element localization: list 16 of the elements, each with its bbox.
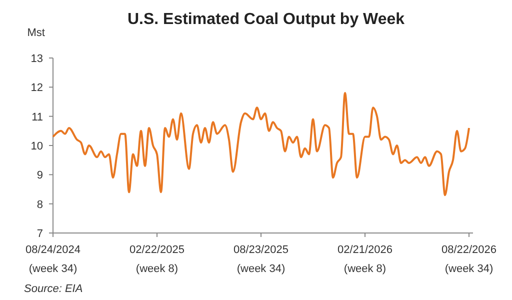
source-note: Source: EIA	[24, 283, 83, 295]
x-tick-label: 08/22/2026 (week 34)	[441, 244, 497, 275]
line-series	[52, 92, 470, 196]
y-tick-label: 8	[36, 198, 43, 211]
y-tick-label: 11	[32, 111, 43, 124]
y-tick-label: 10	[30, 140, 43, 152]
y-tick-label: 12	[30, 82, 43, 94]
y-axis-title: Mst	[27, 27, 45, 39]
x-tick-label: 08/24/2024 (week 34)	[25, 244, 81, 275]
chart-title: U.S. Estimated Coal Output by Week	[127, 11, 405, 28]
y-tick-label: 7	[36, 228, 43, 240]
y-tick-label: 9	[36, 170, 43, 182]
y-tick-label: 13	[30, 53, 43, 65]
x-tick-label: 02/21/2026 (week 8)	[337, 244, 393, 275]
x-tick-label: 08/23/2025 (week 34)	[233, 244, 289, 275]
x-tick-label: 02/22/2025 (week 8)	[129, 244, 185, 275]
